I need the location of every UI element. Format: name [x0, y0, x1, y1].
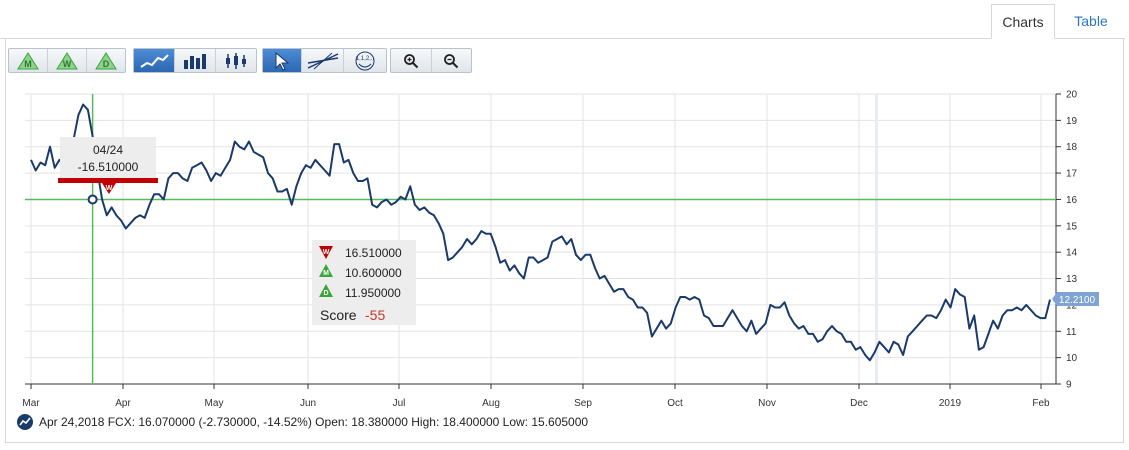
- y-tick-label: 16: [1066, 195, 1078, 206]
- weekly-down-signal-icon: W: [319, 246, 333, 259]
- score-value: -55: [365, 307, 385, 323]
- y-tick-label: 9: [1066, 380, 1072, 391]
- x-tick-label: Jun: [300, 398, 316, 409]
- view-tabs: Charts Table: [0, 0, 1129, 39]
- x-tick-label: May: [205, 398, 224, 409]
- price-series-line: [30, 103, 1051, 362]
- x-tick-label: Jul: [393, 398, 406, 409]
- green-triangle-icon: M: [17, 51, 39, 69]
- zoom-out-button[interactable]: [432, 49, 472, 72]
- last-price-tag: 12.2100: [1052, 292, 1099, 306]
- x-tick-label: 2019: [939, 398, 962, 409]
- monthly-up-signal-icon: M: [319, 264, 333, 277]
- green-triangle-icon: W: [56, 51, 78, 69]
- bar-chart-button[interactable]: [175, 49, 216, 72]
- y-tick-labels: 91011121314151617181920: [1056, 90, 1078, 391]
- zoom-in-button[interactable]: [391, 49, 432, 72]
- daily-button[interactable]: D: [87, 49, 125, 72]
- y-tick-label: 20: [1066, 90, 1078, 101]
- x-tick-label: Apr: [115, 398, 131, 409]
- summary-text: Apr 24,2018 FCX: 16.070000 (-2.730000, -…: [39, 415, 589, 429]
- chart-type-button-group: [133, 48, 257, 73]
- fibonacci-icon: 1,1,2,..: [355, 51, 375, 70]
- tooltip-date: 04/24: [93, 143, 123, 157]
- svg-text:D: D: [323, 290, 328, 297]
- fibonacci-label: 1,1,2,..: [356, 56, 375, 62]
- monthly-button-label: M: [24, 59, 32, 69]
- pointer-tool-button[interactable]: [263, 49, 303, 72]
- score-label: Score: [320, 307, 357, 323]
- svg-text:W: W: [106, 185, 113, 192]
- y-tick-label: 11: [1066, 327, 1077, 338]
- tooltip-background: [60, 137, 156, 181]
- fibonacci-tool-button[interactable]: 1,1,2,..: [344, 49, 386, 72]
- x-tick-label: Sep: [574, 398, 592, 409]
- monthly-button[interactable]: M: [9, 49, 48, 72]
- y-tick-label: 19: [1066, 116, 1078, 127]
- signal-box-background: [312, 240, 416, 325]
- svg-text:W: W: [323, 249, 330, 256]
- x-tick-label: Oct: [667, 398, 683, 409]
- period-button-group: M W D: [8, 48, 126, 73]
- zoom-in-icon: [403, 53, 418, 68]
- pointer-icon: [275, 51, 290, 71]
- data-point-summary: Apr 24,2018 FCX: 16.070000 (-2.730000, -…: [17, 410, 588, 434]
- tabs-divider: [0, 38, 1125, 39]
- tab-charts[interactable]: Charts: [991, 4, 1055, 39]
- trendline-icon: [307, 52, 338, 69]
- daily-button-label: D: [103, 59, 110, 69]
- last-price-label: 12.2100: [1059, 295, 1096, 306]
- crosshair-point: [87, 194, 98, 205]
- x-tick-label: Nov: [758, 398, 776, 409]
- candlestick-icon: [225, 52, 246, 69]
- tooltip-signal-bar: [58, 178, 158, 183]
- monthly-signal-value: 10.600000: [345, 266, 402, 280]
- drawing-tool-group: 1,1,2,..: [262, 48, 387, 73]
- daily-signal-value: 11.950000: [345, 286, 401, 300]
- y-tick-label: 13: [1066, 274, 1078, 285]
- y-tick-label: 14: [1066, 248, 1078, 259]
- trendline-tool-button[interactable]: [302, 49, 344, 72]
- weekly-button-label: W: [63, 59, 72, 69]
- line-chart-button[interactable]: [134, 49, 176, 72]
- bar-chart-icon: [184, 53, 206, 69]
- line-series-icon: [17, 414, 33, 430]
- x-tick-labels: Mar Apr May Jun Jul Aug Sep Oct Nov Dec 2019 Feb: [22, 384, 1050, 409]
- price-tag-background: [1052, 292, 1099, 306]
- zoom-out-icon: [444, 53, 459, 68]
- y-tick-label: 15: [1066, 221, 1078, 232]
- x-tick-label: Dec: [850, 398, 868, 409]
- candlestick-button[interactable]: [216, 49, 256, 72]
- chart-panel: [5, 39, 1124, 443]
- tooltip-value: -16.510000: [78, 160, 139, 174]
- daily-up-signal-icon: D: [319, 284, 333, 297]
- tab-table[interactable]: Table: [1074, 13, 1108, 29]
- date-tooltip: 04/24 -16.510000 W: [58, 137, 158, 194]
- highlight-band: [875, 94, 878, 384]
- weekly-signal-marker: W: [102, 183, 116, 194]
- green-triangle-icon: D: [95, 51, 117, 69]
- svg-text:M: M: [323, 270, 329, 277]
- x-tick-label: Mar: [22, 398, 40, 409]
- line-chart-icon: [140, 53, 169, 68]
- y-tick-label: 17: [1066, 169, 1078, 180]
- weekly-button[interactable]: W: [48, 49, 87, 72]
- signal-box: W 16.510000 M 10.600000 D 11.950000 Scor…: [312, 240, 416, 325]
- x-tick-label: Feb: [1032, 398, 1050, 409]
- y-tick-label: 18: [1066, 142, 1078, 153]
- chart-axes: [25, 94, 1057, 385]
- x-tick-label: Aug: [482, 398, 500, 409]
- y-tick-label: 10: [1066, 353, 1078, 364]
- chart-grid: [25, 93, 1056, 385]
- weekly-signal-value: 16.510000: [345, 246, 402, 260]
- zoom-button-group: [390, 48, 472, 73]
